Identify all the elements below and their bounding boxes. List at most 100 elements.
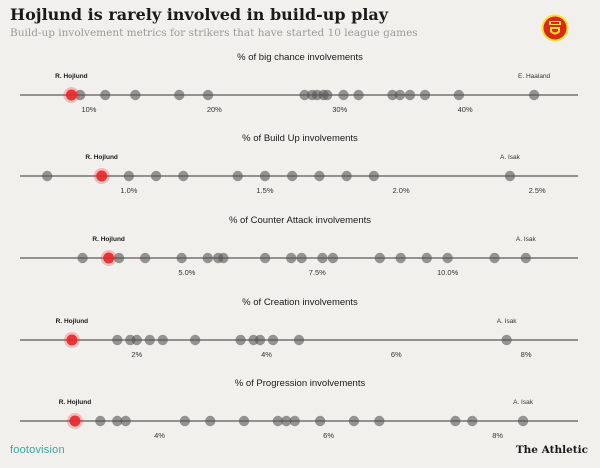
panel-3-title: % of Counter Attack involvements [229,215,371,226]
panel-4-tick-label: 6% [391,350,402,359]
panel-2-player-dot [286,170,298,182]
panel-2-player-dot [178,170,189,182]
panel-2-title: % of Build Up involvements [242,133,358,144]
panel-5-tick-label: 4% [154,431,165,440]
panel-2-highlight-dot [96,170,108,182]
panel-4-player-dot [293,334,305,346]
panel-3-player-dot [202,252,213,264]
panel-1-player-dot [174,89,185,101]
panel-1-max-label: E. Haaland [518,73,551,80]
panel-5-title: % of Progression involvements [235,378,366,389]
panel-5-player-dot [450,415,461,427]
panel-3-player-dot [259,252,271,264]
panel-4-player-dot [189,334,201,346]
panel-3-player-dot [317,252,328,264]
panel-4-tick-label: 4% [261,350,272,359]
publisher-logo: The Athletic [515,444,588,456]
panel-2-tick-label: 1.5% [256,186,273,195]
panel-4-player-dot [254,334,266,346]
panel-5-player-dot [238,415,250,427]
panel-1-player-dot [100,89,111,101]
panel-1-tick-label: 20% [207,105,222,114]
panel-5-player-dot [120,415,131,427]
panel-3-tick-label: 5.0% [178,268,195,277]
panel-1-tick-label: 30% [332,105,347,114]
panel-4-max-label: A. Isak [497,318,518,325]
panel-5-max-label: A. Isak [513,399,534,406]
panel-3-highlight-dot [103,252,115,264]
panel-1-highlight-label: R. Hojlund [55,73,88,80]
source-logo: footovision [10,444,65,456]
panel-3-tick-label: 10.0% [437,268,459,277]
panel-1-player-dot [299,89,310,101]
panel-3-player-dot [139,252,151,264]
panel-4-max-dot [501,334,512,346]
panel-1-player-dot [74,89,86,101]
panel-5-highlight-dot [69,415,81,427]
page-subtitle: Build-up involvement metrics for striker… [10,27,418,39]
panel-1-title: % of big chance involvements [237,52,363,63]
panel-2-tick-label: 2.0% [393,186,410,195]
panel-2-player-dot [42,170,53,182]
panel-3-max-dot [520,252,532,264]
panel-5-player-dot [179,415,191,427]
panel-3-player-dot [327,252,339,264]
panel-2-player-dot [314,170,325,182]
panel-4-tick-label: 8% [521,350,532,359]
panel-3-player-dot [395,252,406,264]
panel-5-player-dot [314,415,326,427]
panel-2-highlight-label: R. Hojlund [85,154,118,161]
panel-4-player-dot [112,334,123,346]
panel-2-player-dot [150,170,162,182]
page-title: Hojlund is rarely involved in build-up p… [10,5,389,24]
panel-1-player-dot [387,89,398,101]
panel-5-max-dot [517,415,529,427]
panel-3-tick-label: 7.5% [309,268,326,277]
panel-2-tick-label: 1.0% [120,186,137,195]
panel-4-highlight-dot [66,334,78,346]
panel-3-player-dot [285,252,297,264]
panel-5-player-dot [348,415,360,427]
panel-1-tick-label: 10% [81,105,96,114]
panel-4-player-dot [144,334,155,346]
panel-1-player-dot [338,89,349,101]
manchester-united-crest-icon [541,14,569,42]
panel-5-player-dot [205,415,216,427]
panel-3-player-dot [218,252,229,264]
panel-3-player-dot [442,252,453,264]
panel-3-player-dot [374,252,386,264]
panel-2-player-dot [232,170,243,182]
panel-2-tick-label: 2.5% [529,186,546,195]
panel-4-player-dot [267,334,279,346]
panel-1-max-dot [528,89,540,101]
panel-4-title: % of Creation involvements [242,297,358,308]
panel-5-player-dot [289,415,300,427]
panel-5-player-dot [95,415,106,427]
panel-1-player-dot [419,89,431,101]
panel-4-player-dot [157,334,168,346]
panel-1-player-dot [353,89,364,101]
panel-1-player-dot [202,89,214,101]
panel-5-highlight-label: R. Hojlund [59,399,92,406]
panel-5-tick-label: 6% [323,431,334,440]
panel-3-player-dot [489,252,500,264]
panel-5-tick-label: 8% [492,431,503,440]
panel-1-highlight-dot [65,89,77,101]
panel-5-player-dot [112,415,123,427]
panel-2-player-dot [259,170,271,182]
panel-2-player-dot [368,170,380,182]
panel-1-player-dot [322,89,333,101]
panel-3-player-dot [176,252,187,264]
panel-1-player-dot [394,89,406,101]
panel-3-player-dot [296,252,307,264]
panel-1-tick-label: 40% [458,105,473,114]
panel-5-player-dot [281,415,292,427]
panel-5-player-dot [467,415,478,427]
panel-5-player-dot [374,415,385,427]
panel-5-player-dot [272,415,284,427]
panel-4-tick-label: 2% [131,350,142,359]
panel-3-max-label: A. Isak [516,236,537,243]
panel-2-player-dot [341,170,352,182]
panel-3-player-dot [421,252,432,264]
